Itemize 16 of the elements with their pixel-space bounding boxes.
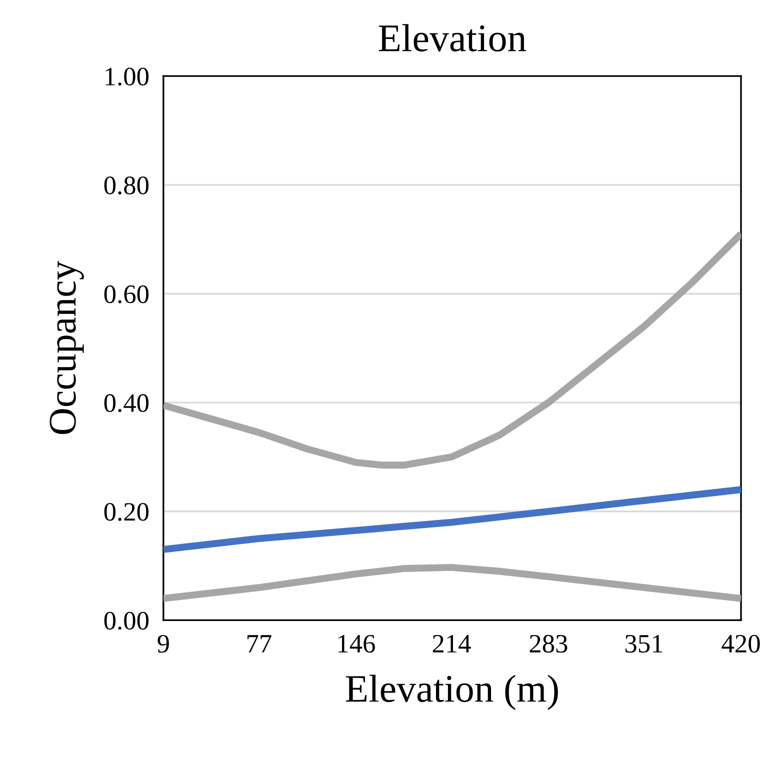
x-tick-label: 283 <box>530 634 568 653</box>
x-tick-label: 420 <box>722 634 760 653</box>
y-axis-title: Occupancy <box>50 260 84 434</box>
y-tick-label: 0.80 <box>104 176 149 194</box>
y-tick-label: 0.00 <box>104 612 149 630</box>
x-tick-label: 214 <box>432 634 471 652</box>
x-tick-label: 351 <box>626 634 662 653</box>
x-tick-label: 146 <box>338 634 375 653</box>
x-tick-label: 9 <box>158 634 169 653</box>
y-tick-label: 0.20 <box>104 503 149 521</box>
y-tick-label: 0.60 <box>104 285 149 304</box>
x-tick-label: 77 <box>248 635 272 652</box>
y-tick-label: 0.40 <box>104 394 149 412</box>
chart-title: Elevation <box>378 24 526 52</box>
x-axis-title: Elevation (m) <box>346 674 558 710</box>
y-tick-label: 1.00 <box>106 68 149 86</box>
